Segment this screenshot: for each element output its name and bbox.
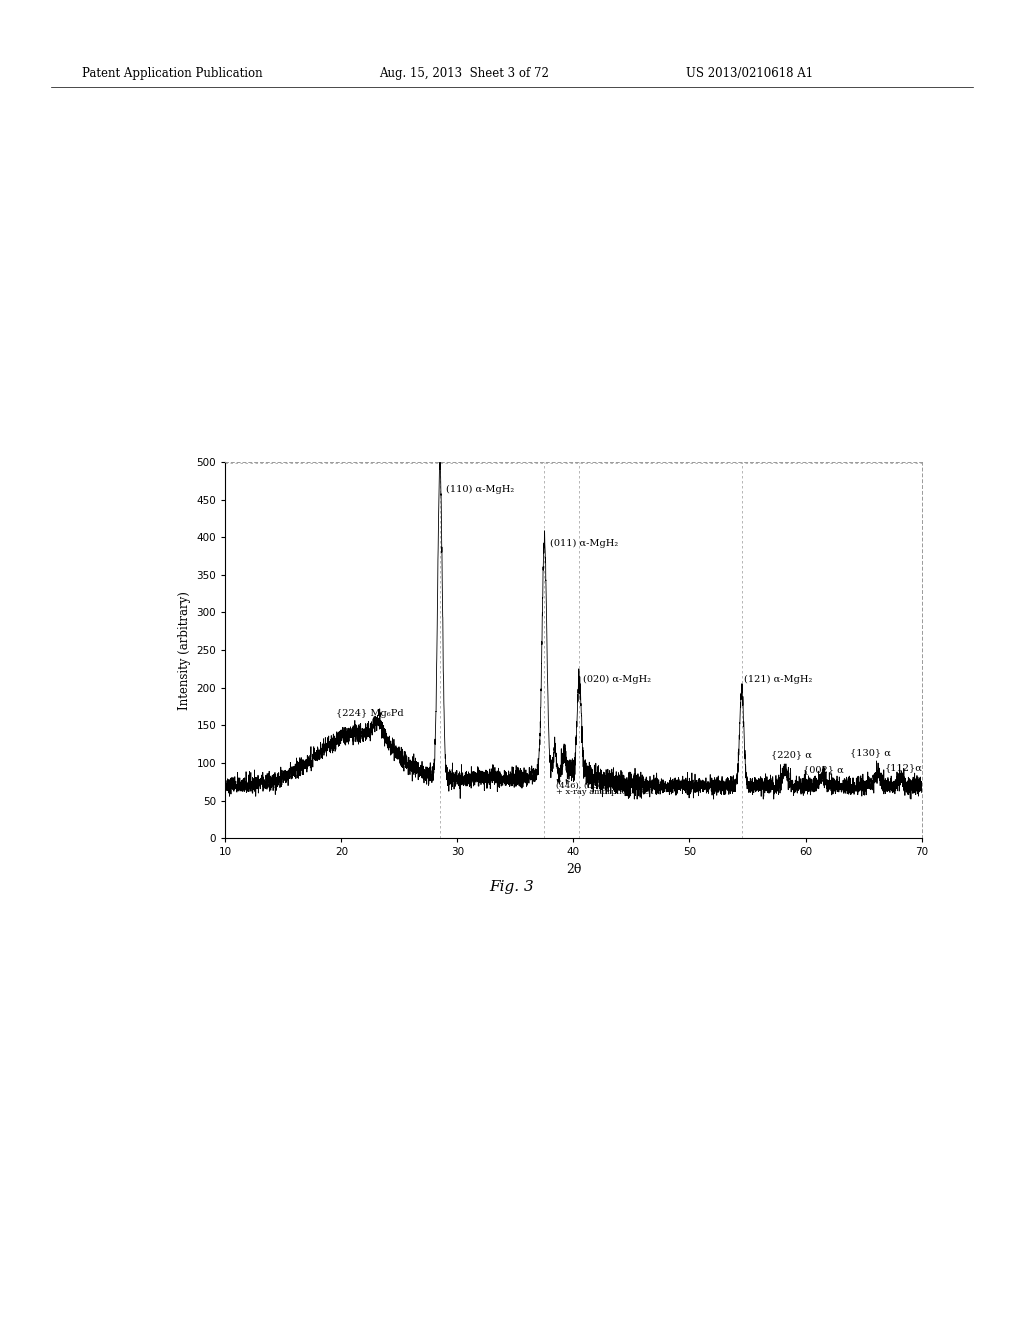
Y-axis label: Intensity (arbitrary): Intensity (arbitrary) [178,590,190,710]
Text: Aug. 15, 2013  Sheet 3 of 72: Aug. 15, 2013 Sheet 3 of 72 [379,66,549,79]
Text: Fig. 3: Fig. 3 [489,880,535,894]
Text: {220} α: {220} α [771,750,812,759]
Text: (121) α-MgH₂: (121) α-MgH₂ [744,675,812,684]
Text: {224} Mg₆Pd: {224} Mg₆Pd [336,709,403,718]
Text: {130} α: {130} α [850,748,891,758]
Text: (446), (066) Mg₆Pd: (446), (066) Mg₆Pd [556,781,637,789]
Text: + x-ray amorphous FeTi: + x-ray amorphous FeTi [556,788,657,796]
Text: (011) α-MgH₂: (011) α-MgH₂ [550,539,618,548]
Text: US 2013/0210618 A1: US 2013/0210618 A1 [686,66,813,79]
Text: (110) α-MgH₂: (110) α-MgH₂ [445,484,514,494]
X-axis label: 2θ: 2θ [565,863,582,875]
Text: (020) α-MgH₂: (020) α-MgH₂ [583,675,650,684]
Text: Patent Application Publication: Patent Application Publication [82,66,262,79]
Text: {112}α: {112}α [885,763,923,772]
Text: {002} α: {002} α [803,766,844,774]
